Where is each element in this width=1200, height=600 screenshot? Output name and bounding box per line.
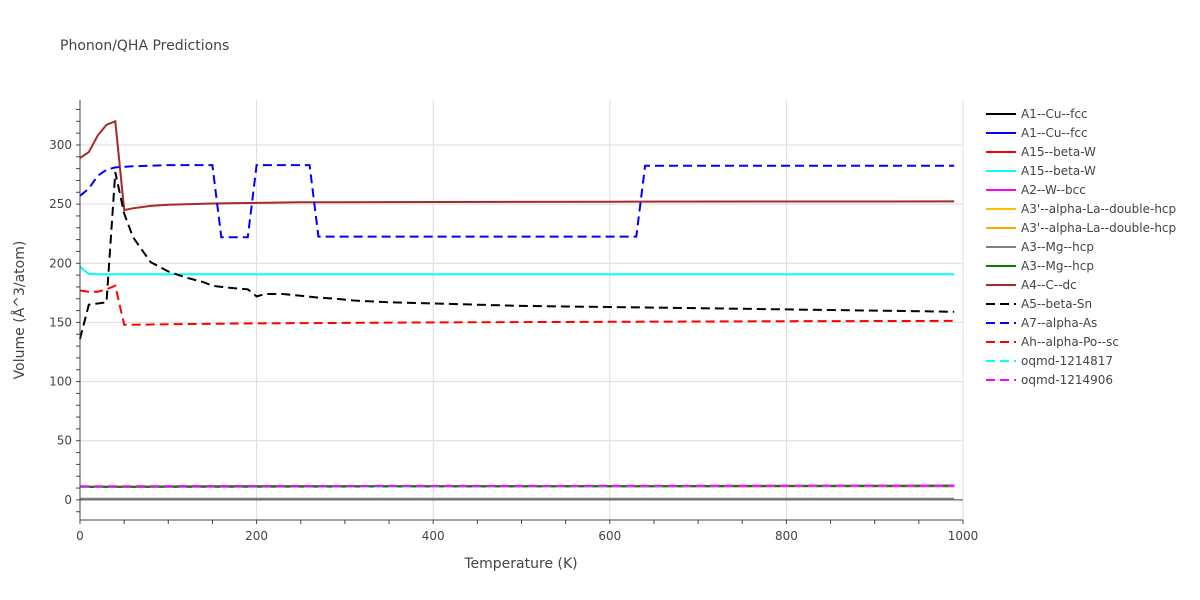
legend-label: A1--Cu--fcc (1021, 126, 1088, 140)
y-tick-label: 200 (49, 256, 72, 270)
legend-item[interactable]: A3--Mg--hcp (986, 259, 1094, 273)
legend-item[interactable]: oqmd-1214817 (986, 354, 1113, 368)
legend-label: A5--beta-Sn (1021, 297, 1092, 311)
y-tick-label: 50 (57, 434, 72, 448)
legend-label: A7--alpha-As (1021, 316, 1097, 330)
series-layer (79, 119, 955, 500)
legend-label: A3'--alpha-La--double-hcp (1021, 221, 1176, 235)
x-tick-label: 200 (245, 529, 268, 543)
legend-label: A15--beta-W (1021, 164, 1096, 178)
legend-item[interactable]: A1--Cu--fcc (986, 107, 1088, 121)
legend-item[interactable]: A1--Cu--fcc (986, 126, 1088, 140)
series-line (79, 484, 955, 488)
chart-title: Phonon/QHA Predictions (60, 38, 229, 54)
legend-label: Ah--alpha-Po--sc (1021, 335, 1119, 349)
legend-label: A3--Mg--hcp (1021, 259, 1094, 273)
y-tick-label: 150 (49, 315, 72, 329)
y-tick-label: 250 (49, 197, 72, 211)
legend-label: A2--W--bcc (1021, 183, 1086, 197)
legend-label: A3--Mg--hcp (1021, 240, 1094, 254)
x-tick-label: 600 (598, 529, 621, 543)
y-axis-title: Volume (Å^3/atom) (11, 241, 28, 380)
series-line (79, 119, 955, 212)
legend-item[interactable]: A3--Mg--hcp (986, 240, 1094, 254)
legend-item[interactable]: A5--beta-Sn (986, 297, 1092, 311)
x-tick-label: 800 (775, 529, 798, 543)
legend[interactable]: A1--Cu--fcc A1--Cu--fcc A15--beta-W A15--be… (986, 107, 1176, 387)
legend-label: A3'--alpha-La--double-hcp (1021, 202, 1176, 216)
legend-label: A4--C--dc (1021, 278, 1077, 292)
legend-item[interactable]: Ah--alpha-Po--sc (986, 335, 1119, 349)
axis-layer (76, 100, 964, 524)
x-tick-label: 400 (422, 529, 445, 543)
ticks-layer: 0 200 400 600 800 1000 0 50 100 150 200 250 300 (49, 138, 978, 543)
legend-label: oqmd-1214817 (1021, 354, 1113, 368)
series-line (79, 284, 955, 326)
y-tick-label: 100 (49, 375, 72, 389)
series-line (79, 164, 955, 239)
x-tick-label: 1000 (948, 529, 979, 543)
legend-item[interactable]: A15--beta-W (986, 145, 1096, 159)
legend-item[interactable]: A4--C--dc (986, 278, 1077, 292)
x-tick-label: 0 (76, 529, 84, 543)
series-line (79, 266, 955, 276)
legend-item[interactable]: oqmd-1214906 (986, 373, 1113, 387)
legend-label: A15--beta-W (1021, 145, 1096, 159)
legend-label: oqmd-1214906 (1021, 373, 1113, 387)
y-tick-label: 300 (49, 138, 72, 152)
legend-item[interactable]: A2--W--bcc (986, 183, 1086, 197)
legend-item[interactable]: A15--beta-W (986, 164, 1096, 178)
legend-label: A1--Cu--fcc (1021, 107, 1088, 121)
y-tick-label: 0 (64, 493, 72, 507)
legend-item[interactable]: A7--alpha-As (986, 316, 1097, 330)
legend-item[interactable]: A3'--alpha-La--double-hcp (986, 202, 1176, 216)
x-axis-title: Temperature (K) (463, 556, 577, 572)
legend-item[interactable]: A3'--alpha-La--double-hcp (986, 221, 1176, 235)
series-line (79, 171, 955, 340)
